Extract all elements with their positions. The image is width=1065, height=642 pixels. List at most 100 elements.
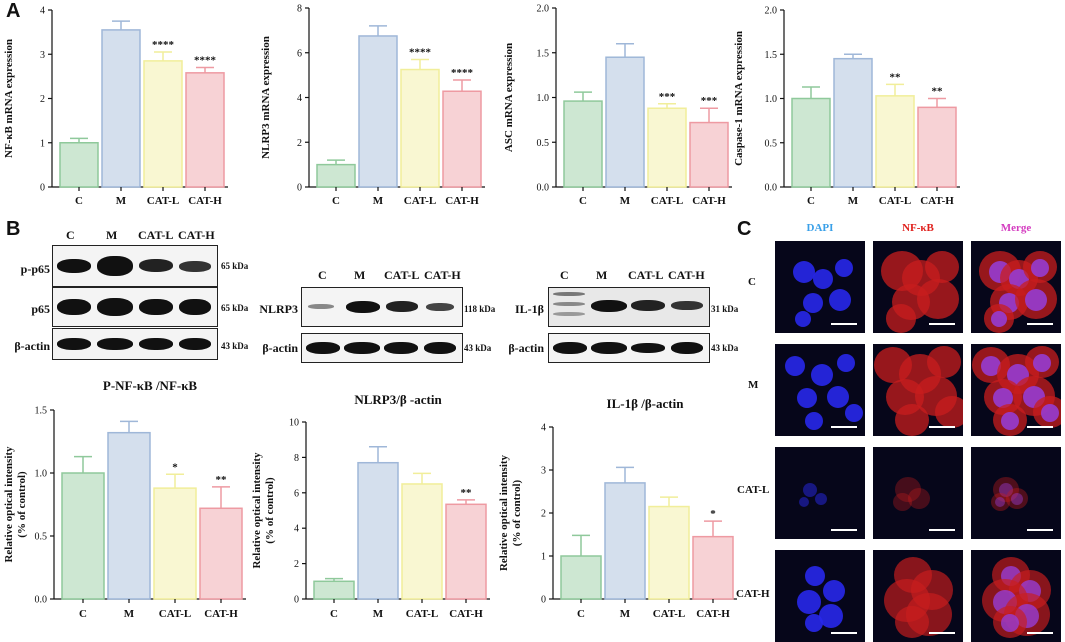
blot1-lane-m: M: [106, 228, 118, 242]
scale-bar: [1027, 632, 1053, 634]
scale-bar: [831, 426, 857, 428]
if-col-dapi: DAPI: [806, 222, 834, 234]
if-row-c: C: [748, 276, 756, 288]
blot2-kda-bactin: 43 kDa: [464, 343, 492, 353]
blot1-row-pp65: p-p65: [20, 262, 50, 276]
nucleus: [805, 614, 823, 632]
significance-label: ****: [409, 46, 432, 58]
blot3-strip-il1b: [548, 287, 710, 327]
x-tick-label: CAT-H: [920, 195, 954, 207]
x-tick-label: CAT-H: [696, 608, 730, 620]
nucleus: [995, 497, 1005, 507]
significance-label: **: [890, 71, 902, 83]
blot1-kda-p65: 65 kDa: [221, 303, 249, 313]
if-image-cat-h-merge: [971, 550, 1061, 642]
bar-m: [604, 482, 646, 600]
nucleus: [1033, 354, 1051, 372]
blot3-kda-bactin: 43 kDa: [711, 343, 739, 353]
x-tick-label: M: [373, 608, 384, 620]
x-tick-label: CAT-L: [147, 195, 179, 207]
significance-label: ***: [701, 95, 718, 107]
blot2-lane-m: M: [354, 268, 366, 282]
scale-bar: [831, 529, 857, 531]
chart-nfkb-mrna: NF-κB mRNA expression 0 1 2 3 4 C M CAT-L **** CAT…: [3, 6, 228, 207]
y-tick-label: 2: [294, 559, 299, 570]
nucleus: [845, 404, 863, 422]
bar-c: [61, 472, 105, 600]
if-image-c-nfkb: [873, 241, 963, 333]
nucleus: [981, 356, 1001, 376]
nucleus: [797, 388, 817, 408]
bar-cat-h: [445, 503, 487, 600]
y-tick-label: 1: [541, 552, 546, 563]
blot1-kda-bactin: 43 kDa: [221, 341, 249, 351]
x-tick-label: M: [373, 195, 384, 207]
y-tick-label: 1.5: [537, 48, 550, 59]
y-tick-label: 0.0: [537, 183, 550, 194]
y-tick-label: 10: [289, 418, 299, 429]
significance-label: *: [172, 461, 178, 473]
y-tick-label: 0.0: [765, 183, 778, 194]
if-image-cat-h-dapi: [775, 550, 865, 642]
y-tick-label: 0: [40, 183, 45, 194]
x-tick-label: CAT-L: [406, 608, 438, 620]
if-image-m-dapi: [775, 344, 865, 436]
scale-bar: [1027, 529, 1053, 531]
x-tick-label: CAT-H: [445, 195, 479, 207]
nucleus: [813, 269, 833, 289]
blot3-row-il1b: IL-1β: [515, 302, 544, 316]
blot2-row-nlrp3: NLRP3: [259, 302, 298, 316]
blot3-lane-catl: CAT-L: [628, 268, 664, 282]
chart-pnfkb-ratio: P-NF-κB /NF-κB Relative optical intensity…: [3, 378, 246, 620]
x-tick-label: CAT-H: [449, 608, 483, 620]
bar-cat-h: [442, 90, 482, 188]
bar-cat-l: [153, 487, 197, 600]
x-tick-label: M: [620, 608, 631, 620]
nucleus: [999, 483, 1013, 497]
x-tick-label: CAT-L: [653, 608, 685, 620]
if-row-catl: CAT-L: [737, 484, 770, 496]
blot3-strip-bactin: [548, 333, 710, 363]
x-tick-label: M: [620, 195, 631, 207]
bar-m: [605, 56, 645, 188]
y-tick-label: 1.0: [537, 93, 550, 104]
significance-label: **: [461, 487, 473, 499]
if-image-m-nfkb: [873, 344, 963, 436]
cytoplasm-stain: [924, 250, 960, 284]
cytoplasm-stain: [917, 279, 959, 319]
nucleus: [811, 364, 833, 386]
y-tick-label: 1.0: [35, 469, 48, 480]
y-tick-label: 1: [40, 138, 45, 149]
y-axis-label: Caspase-1 mRNA expression: [733, 31, 745, 166]
if-image-c-merge: [971, 241, 1061, 333]
nucleus: [803, 293, 823, 313]
nucleus: [1031, 259, 1049, 277]
scale-bar: [831, 323, 857, 325]
y-tick-label: 3: [541, 466, 546, 477]
blot3-kda-il1b: 31 kDa: [711, 304, 739, 314]
nucleus: [793, 261, 815, 283]
significance-label: ****: [194, 55, 217, 67]
chart-title: NLRP3/β -actin: [354, 392, 442, 407]
x-tick-label: CAT-L: [651, 195, 683, 207]
y-tick-label: 0.0: [35, 595, 48, 606]
blot2-lane-catl: CAT-L: [384, 268, 420, 282]
y-tick-label: 8: [297, 4, 302, 15]
y-tick-label: 0.5: [35, 532, 48, 543]
bar-cat-h: [185, 72, 225, 188]
y-axis-label: Relative optical intensity: [498, 454, 510, 571]
x-tick-label: M: [848, 195, 859, 207]
nucleus: [991, 311, 1007, 327]
bar-cat-h: [199, 507, 243, 600]
chart-title: IL-1β /β-actin: [607, 396, 685, 411]
if-image-cat-h-nfkb: [873, 550, 963, 642]
blot1-row-p65: p65: [31, 302, 50, 316]
nucleus: [785, 356, 805, 376]
y-tick-label: 2: [541, 509, 546, 520]
y-tick-label: 2.0: [537, 4, 550, 15]
bar-m: [107, 431, 151, 600]
x-tick-label: C: [75, 195, 83, 207]
cytoplasm-stain: [992, 476, 1020, 502]
bar-cat-l: [647, 107, 687, 188]
bar-m: [358, 35, 398, 188]
